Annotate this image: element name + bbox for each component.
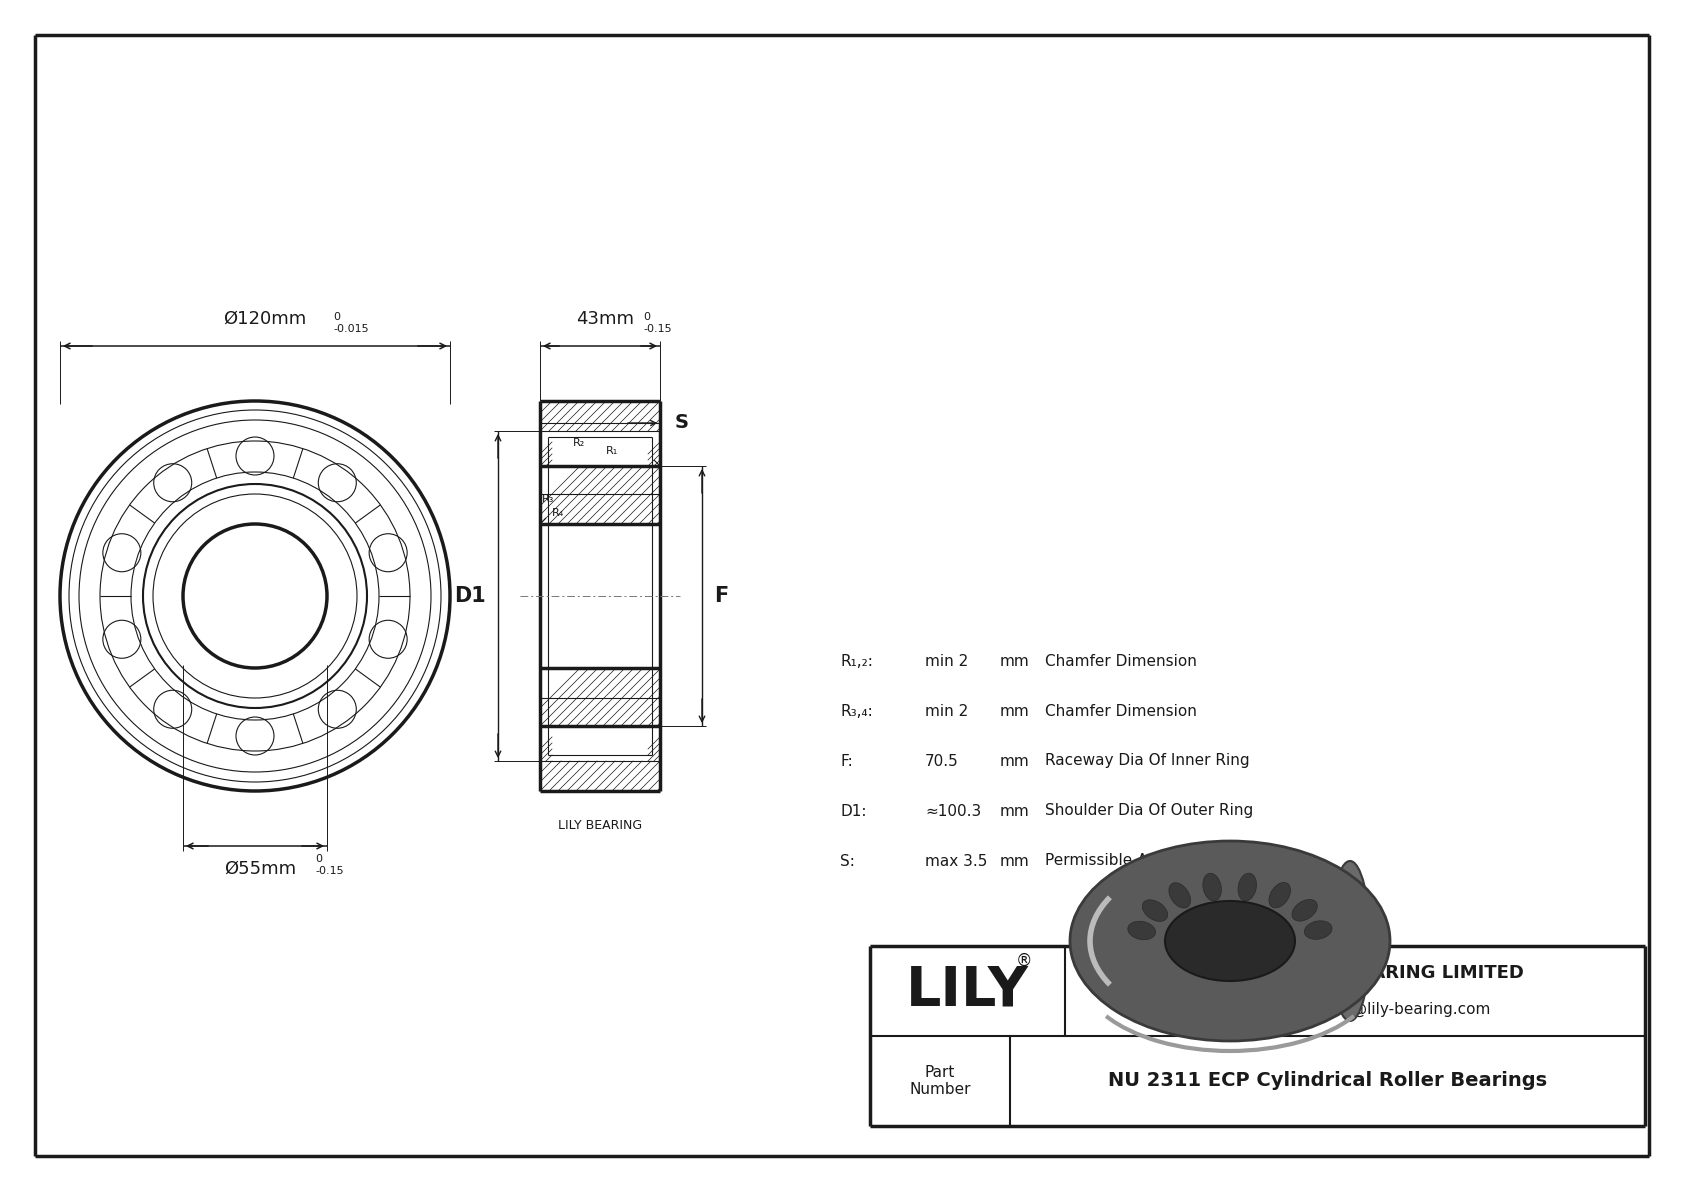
Text: min 2: min 2 [925,704,968,718]
Text: mm: mm [1000,704,1029,718]
Text: D1: D1 [455,586,487,606]
Text: 0: 0 [333,312,340,322]
Text: R₃,₄:: R₃,₄: [840,704,872,718]
Text: F: F [714,586,727,606]
Text: ≈100.3: ≈100.3 [925,804,982,818]
Text: 70.5: 70.5 [925,754,958,768]
Text: D1:: D1: [840,804,867,818]
Text: R₂: R₂ [573,438,584,448]
Text: Permissible Axial Displacement: Permissible Axial Displacement [1046,854,1285,868]
Text: Ø55mm: Ø55mm [224,860,296,878]
Text: Shoulder Dia Of Outer Ring: Shoulder Dia Of Outer Ring [1046,804,1253,818]
Text: F:: F: [840,754,852,768]
Text: Part
Number: Part Number [909,1065,970,1097]
Text: 0: 0 [315,854,322,863]
Ellipse shape [1270,883,1290,908]
Ellipse shape [1305,921,1332,940]
Text: S:: S: [840,854,855,868]
Ellipse shape [1202,873,1221,900]
Text: mm: mm [1000,754,1029,768]
Text: Email: lilybearing@lily-bearing.com: Email: lilybearing@lily-bearing.com [1219,1002,1490,1017]
Text: R₁: R₁ [606,445,618,456]
Ellipse shape [1128,921,1155,940]
Text: Raceway Dia Of Inner Ring: Raceway Dia Of Inner Ring [1046,754,1250,768]
Text: LILY BEARING: LILY BEARING [557,819,642,833]
Ellipse shape [1330,861,1371,1021]
Text: 0: 0 [643,312,650,322]
Text: 43mm: 43mm [576,310,633,328]
Text: R₁,₂:: R₁,₂: [840,654,872,668]
Text: mm: mm [1000,654,1029,668]
Text: R₄: R₄ [552,509,564,518]
Ellipse shape [1142,900,1167,922]
Text: -0.15: -0.15 [315,866,344,877]
Text: mm: mm [1000,804,1029,818]
Text: LILY: LILY [906,964,1029,1018]
Text: Chamfer Dimension: Chamfer Dimension [1046,654,1197,668]
Text: NU 2311 ECP Cylindrical Roller Bearings: NU 2311 ECP Cylindrical Roller Bearings [1108,1072,1548,1091]
Ellipse shape [1292,899,1317,921]
Text: -0.015: -0.015 [333,324,369,333]
Text: Ø120mm: Ø120mm [224,310,306,328]
Ellipse shape [1238,873,1256,900]
Text: ®: ® [1015,952,1032,969]
Text: max 3.5: max 3.5 [925,854,987,868]
Text: mm: mm [1000,854,1029,868]
Text: SHANGHAI LILY BEARING LIMITED: SHANGHAI LILY BEARING LIMITED [1186,964,1524,983]
Ellipse shape [1165,902,1295,981]
Ellipse shape [1069,841,1389,1041]
Text: Chamfer Dimension: Chamfer Dimension [1046,704,1197,718]
Text: -0.15: -0.15 [643,324,672,333]
Text: min 2: min 2 [925,654,968,668]
Text: S: S [675,413,689,432]
Ellipse shape [1169,883,1191,908]
Text: R₃: R₃ [542,494,554,504]
